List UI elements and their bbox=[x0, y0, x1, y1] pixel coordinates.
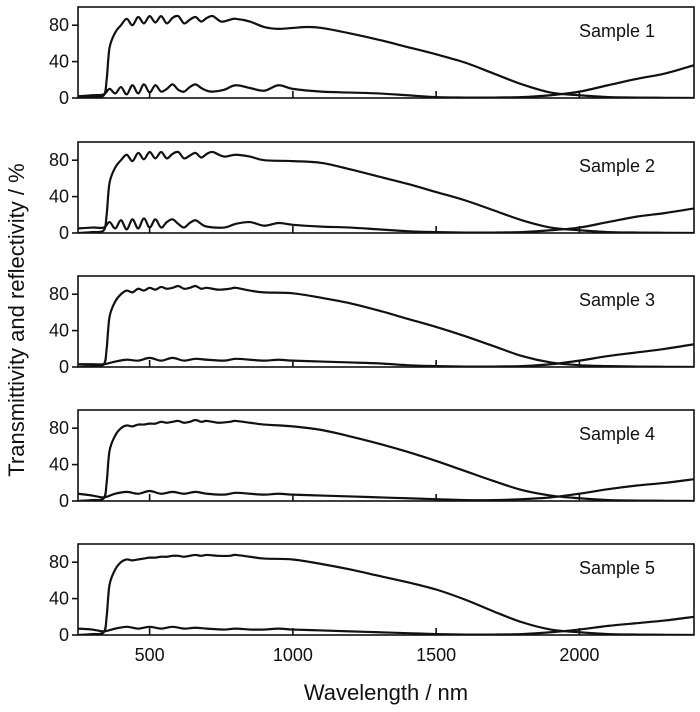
transmittance-line bbox=[78, 150, 694, 233]
y-tick-label: 40 bbox=[49, 52, 69, 72]
x-tick-label: 2000 bbox=[559, 645, 599, 665]
y-tick-label: 80 bbox=[49, 15, 69, 35]
panel-frame bbox=[77, 409, 695, 502]
y-tick-label: 80 bbox=[49, 150, 69, 170]
panel-2: 0 40 80 Sample 2 bbox=[49, 141, 695, 243]
sample-label: Sample 5 bbox=[579, 558, 655, 578]
transmittance-line bbox=[78, 14, 694, 98]
panel-frame bbox=[77, 543, 695, 636]
panel-1: 0 40 80 Sample 1 bbox=[49, 6, 695, 108]
y-tick-label: 40 bbox=[49, 187, 69, 207]
reflectance-line bbox=[78, 615, 694, 635]
x-axis-label: Wavelength / nm bbox=[304, 680, 468, 705]
y-tick-label: 0 bbox=[59, 88, 69, 108]
reflectance-line bbox=[78, 207, 694, 233]
transmittance-line bbox=[78, 553, 694, 635]
y-tick-label: 80 bbox=[49, 284, 69, 304]
sample-label: Sample 2 bbox=[579, 156, 655, 176]
y-tick-label: 40 bbox=[49, 321, 69, 341]
reflectance-line bbox=[78, 64, 694, 98]
sample-label: Sample 1 bbox=[579, 21, 655, 41]
y-axis-title: Transmittivity and reflectivity / % bbox=[4, 163, 29, 476]
y-tick-label: 0 bbox=[59, 223, 69, 243]
panel-frame bbox=[77, 141, 695, 234]
panel-frame bbox=[77, 275, 695, 368]
sample-label: Sample 3 bbox=[579, 290, 655, 310]
transmittance-line bbox=[78, 418, 694, 501]
y-tick-label: 0 bbox=[59, 357, 69, 377]
x-axis-title: Wavelength / nm bbox=[304, 680, 468, 705]
sample-label: Sample 4 bbox=[579, 424, 655, 444]
y-tick-label: 0 bbox=[59, 625, 69, 645]
panel-5: 0 40 80 Sample 5 500 1000 1500 2000 bbox=[49, 543, 695, 665]
y-tick-label: 40 bbox=[49, 455, 69, 475]
x-tick-label: 500 bbox=[135, 645, 165, 665]
reflectance-line bbox=[78, 343, 694, 367]
y-axis-label: Transmittivity and reflectivity / % bbox=[4, 163, 29, 476]
x-tick-label: 1000 bbox=[273, 645, 313, 665]
panel-curves bbox=[78, 418, 694, 501]
y-tick-label: 0 bbox=[59, 491, 69, 511]
reflectance-line bbox=[78, 478, 694, 501]
panel-3: 0 40 80 Sample 3 bbox=[49, 275, 695, 377]
x-tick-label: 1500 bbox=[416, 645, 456, 665]
y-tick-label: 80 bbox=[49, 552, 69, 572]
panel-curves bbox=[78, 284, 694, 367]
panel-frame bbox=[77, 6, 695, 99]
panel-4: 0 40 80 Sample 4 bbox=[49, 409, 695, 511]
y-tick-label: 40 bbox=[49, 589, 69, 609]
y-tick-label: 80 bbox=[49, 418, 69, 438]
panel-curves bbox=[78, 553, 694, 635]
transmittance-line bbox=[78, 284, 694, 367]
